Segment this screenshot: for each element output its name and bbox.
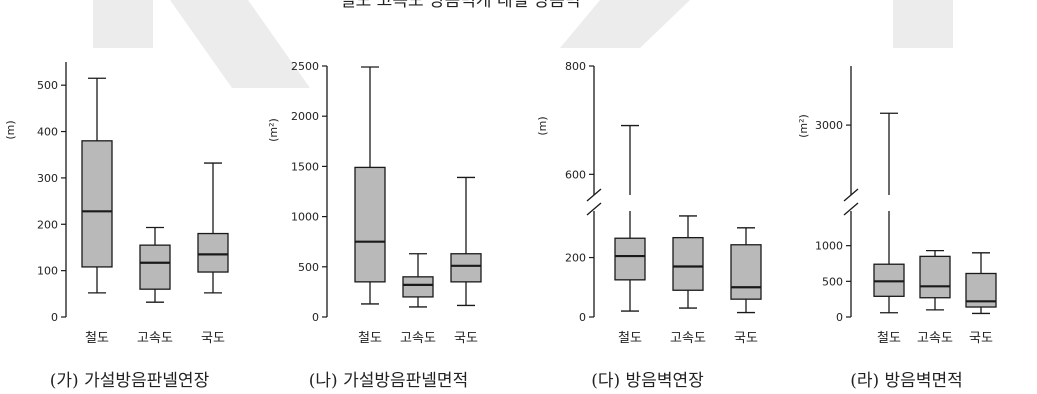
y-axis-label: (m²) [267,118,280,142]
boxplot-2 [197,162,229,294]
x-category-label: 철도 [618,331,642,346]
x-category-label: 국도 [454,331,478,346]
box-iqr [81,140,113,268]
x-category-label: 국도 [969,331,993,346]
y-tick-label: 0 [312,311,319,324]
x-category-label: 철도 [85,331,109,346]
y-tick-label: 500 [37,79,58,92]
x-category-label: 고속도 [400,331,436,346]
y-tick-label: 800 [565,60,586,73]
boxplot-0 [354,66,386,305]
y-tick-label: 200 [37,218,58,231]
y-tick-label: 0 [836,311,843,324]
boxplot-panel-b: 0 500 1000 1500 2000 2500 (m²) 철도 고속도 국도 (나) 가설방음… [259,0,518,394]
y-tick-label: 2000 [291,110,319,123]
y-tick-label: 300 [37,172,58,185]
boxplot-0 [614,124,646,312]
y-tick-label: 600 [565,168,586,181]
box-iqr [730,244,762,300]
x-category-label: 국도 [734,331,758,346]
boxplot-panel-c: 0 200 600 800 (m) 철도 고속도 국도 (다) 방음벽연장 [518,0,777,394]
y-tick-label: 100 [37,265,58,278]
boxplot-0 [873,112,905,314]
y-axis-label: (m) [536,116,549,135]
boxplot-1 [672,215,704,309]
box-iqr [139,244,171,290]
panel-caption: (나) 가설방음판넬면적 [308,371,469,391]
x-category-label: 국도 [201,331,225,346]
box-iqr [919,255,951,299]
y-tick-label: 500 [298,261,319,274]
cropped-figure-title: 철도 고속도 방음벽개 대별 방음벽 [340,0,581,11]
y-axis-label: (m) [4,120,17,139]
y-axis-label: (m²) [797,114,810,138]
boxplot-panel-d: 0 500 1000 3000 (m²) 철도 고속도 국도 (라) 방음벽면적 [777,0,1036,394]
x-category-label: 고속도 [917,331,953,346]
box-iqr [354,166,386,283]
boxplot-1 [402,253,434,308]
boxplot-2 [965,252,997,315]
y-tick-label: 0 [51,311,58,324]
boxplot-2 [730,227,762,314]
boxplot-2 [450,176,482,307]
y-tick-label: 3000 [815,119,843,132]
boxplot-0 [81,77,113,294]
x-category-label: 고속도 [670,331,706,346]
panel-caption: (다) 방음벽연장 [591,371,704,391]
x-category-label: 철도 [877,331,901,346]
boxplot-panel-a: 0 100 200 300 400 500 (m) 철도 고속도 국도 (가) 가설방음판넬연장 [0,0,259,394]
axis-break-mark [586,188,602,202]
box-iqr [402,276,434,298]
boxplot-svg: 0 200 600 800 (m) 철도 고속도 국도 [536,60,762,346]
boxplot-1 [139,226,171,303]
boxplot-svg: 0 500 1000 3000 (m²) 철도 고속도 국도 [797,66,997,346]
axis-break-mark [843,188,859,202]
y-tick-label: 1500 [291,160,319,173]
y-tick-label: 2500 [291,60,319,73]
y-tick-label: 400 [37,126,58,139]
x-category-label: 철도 [358,331,382,346]
boxplot-svg: 0 500 1000 1500 2000 2500 (m²) 철도 고속도 국도 [267,60,482,346]
box-iqr [450,253,482,283]
axis-break-mark [843,202,859,216]
x-category-label: 고속도 [137,331,173,346]
panel-caption: (라) 방음벽면적 [850,371,963,391]
y-tick-label: 500 [822,275,843,288]
boxplot-1 [919,250,951,311]
boxplot-svg: 0 100 200 300 400 500 (m) 철도 고속도 국도 [4,62,229,346]
box-iqr [672,236,704,291]
box-iqr [614,237,646,281]
box-iqr [197,232,229,273]
y-tick-label: 1000 [815,240,843,253]
y-tick-label: 1000 [291,211,319,224]
panel-caption: (가) 가설방음판넬연장 [49,371,210,391]
y-tick-label: 0 [579,311,586,324]
axis-break-mark [586,202,602,216]
y-tick-label: 200 [565,252,586,265]
